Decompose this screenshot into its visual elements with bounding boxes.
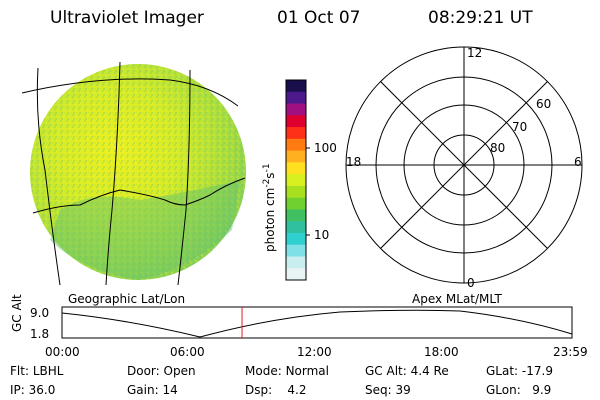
status-mode: Mode: Normal — [245, 364, 329, 378]
cool-region — [50, 180, 240, 280]
mode-label: Mode: — [245, 364, 282, 378]
mlt-label-6: 6 — [574, 155, 582, 169]
status-glat: GLat: -17.9 — [486, 364, 553, 378]
mlat-label-70: 70 — [512, 120, 528, 134]
colorbar-swatch — [286, 174, 306, 187]
status-gcalt: GC Alt: 4.4 Re — [365, 364, 449, 378]
timeline-frame — [61, 306, 573, 339]
colorbar-swatch — [286, 185, 306, 199]
status-glon: GLon: 9.9 — [486, 383, 551, 397]
colorbar-swatch — [286, 232, 306, 246]
colorbar-swatch — [286, 197, 306, 210]
colorbar-tick-10: 10 — [314, 228, 330, 242]
gcalt-value: 4.4 Re — [410, 364, 449, 378]
observation-date: 01 Oct 07 — [277, 8, 361, 28]
apex-caption: Apex MLat/MLT — [412, 292, 502, 306]
mlt-label-0: 0 — [467, 276, 475, 290]
glon-label: GLon: — [486, 383, 521, 397]
timeline-xtick-1800: 18:00 — [424, 345, 459, 359]
geographic-grid — [21, 61, 246, 286]
colorbar-swatch — [286, 80, 306, 93]
geographic-caption: Geographic Lat/Lon — [68, 292, 186, 306]
timeline-xtick-1200: 12:00 — [297, 345, 332, 359]
colorbar-frame — [285, 79, 307, 281]
status-dsp: Dsp: 4.2 — [245, 383, 307, 397]
dsp-value: 4.2 — [287, 383, 307, 397]
colorbar-tick-100: 100 — [314, 141, 337, 155]
earth-disk-texture — [30, 64, 246, 280]
ip-value: 36.0 — [28, 383, 56, 397]
timeline-xtick-0000: 00:00 — [45, 345, 80, 359]
timeline-xtick-2359: 23:59 — [553, 345, 588, 359]
colorbar-swatch — [286, 244, 306, 257]
seq-value: 39 — [395, 383, 411, 397]
mlt-label-18: 18 — [346, 155, 362, 169]
timeline-ytick-high: 9.0 — [30, 306, 50, 320]
colorbar-swatch — [286, 115, 306, 128]
status-ip: IP: 36.0 — [10, 383, 55, 397]
flt-value: LBHL — [32, 364, 64, 378]
colorbar-swatch — [286, 268, 306, 281]
glat-label: GLat: — [486, 364, 519, 378]
colorbar-swatch — [286, 256, 306, 269]
ip-label: IP: — [10, 383, 25, 397]
instrument-title: Ultraviolet Imager — [50, 8, 204, 28]
observation-time: 08:29:21 UT — [428, 8, 533, 28]
mode-value: Normal — [285, 364, 329, 378]
altitude-curve — [61, 309, 573, 338]
seq-label: Seq: — [365, 383, 392, 397]
flt-label: Flt: — [10, 364, 29, 378]
status-gain: Gain: 14 — [127, 383, 178, 397]
dsp-label: Dsp: — [245, 383, 273, 397]
gain-label: Gain: — [127, 383, 159, 397]
colorbar-swatch — [286, 209, 306, 222]
colorbar-swatch — [286, 91, 306, 105]
colorbar-swatch — [286, 221, 306, 234]
timeline-ytick-low: 1.8 — [30, 327, 50, 341]
door-value: Open — [163, 364, 196, 378]
mlt-label-12: 12 — [467, 46, 483, 60]
colorbar-swatch — [286, 138, 306, 152]
mlat-label-60: 60 — [536, 97, 552, 111]
timeline-ylabel: GC Alt — [10, 294, 24, 332]
polar-diag-2 — [380, 81, 548, 249]
status-door: Door: Open — [127, 364, 196, 378]
status-seq: Seq: 39 — [365, 383, 411, 397]
colorbar-swatch — [286, 127, 306, 140]
colorbar-swatch — [286, 103, 306, 116]
door-label: Door: — [127, 364, 160, 378]
glat-value: -17.9 — [521, 364, 553, 378]
gcalt-label: GC Alt: — [365, 364, 407, 378]
gain-value: 14 — [162, 383, 178, 397]
mlat-label-80: 80 — [490, 141, 506, 155]
colorbar-swatch — [286, 150, 306, 163]
timeline-xtick-0600: 06:00 — [170, 345, 205, 359]
glon-value: 9.9 — [532, 383, 552, 397]
colorbar-swatch — [286, 162, 306, 175]
status-flt: Flt: LBHL — [10, 364, 63, 378]
